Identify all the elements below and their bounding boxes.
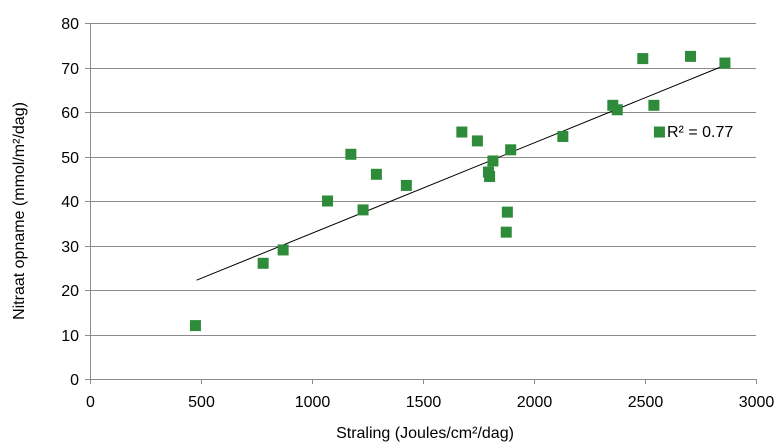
y-tick-label: 80	[61, 16, 79, 33]
data-points	[189, 50, 731, 332]
data-point	[456, 126, 468, 138]
trendline	[196, 64, 726, 281]
y-tick-label: 10	[61, 328, 79, 345]
data-point	[471, 135, 483, 147]
data-point	[505, 144, 517, 156]
data-point	[257, 257, 269, 269]
x-tick-label: 500	[188, 394, 215, 411]
x-tick-label: 0	[86, 394, 95, 411]
data-point	[370, 168, 382, 180]
r-squared-annotation: R² = 0.77	[667, 124, 733, 141]
data-point	[611, 104, 623, 116]
data-point	[277, 244, 289, 256]
x-tick-label: 1000	[295, 394, 331, 411]
data-point	[501, 206, 513, 218]
data-point	[484, 171, 496, 183]
y-tick-label: 30	[61, 239, 79, 256]
y-axis-title: Nitraat opname (mmol/m²/dag)	[11, 102, 28, 320]
y-tick-labels: 0 10 20 30 40 50 60 70 80	[61, 16, 79, 389]
y-tick-label: 0	[70, 372, 79, 389]
y-tick-label: 20	[61, 283, 79, 300]
axes	[85, 23, 757, 384]
data-point	[648, 99, 660, 111]
y-tick-label: 40	[61, 194, 79, 211]
x-tick-label: 2000	[517, 394, 553, 411]
trendline-group	[196, 64, 726, 281]
data-point	[400, 179, 412, 191]
data-point	[322, 195, 334, 207]
data-point	[189, 320, 201, 332]
x-tick-label: 1500	[406, 394, 442, 411]
y-tick-label: 70	[61, 61, 79, 78]
x-tick-label: 2500	[628, 394, 664, 411]
data-point	[487, 155, 499, 167]
data-point	[637, 53, 649, 65]
x-axis-title: Straling (Joules/cm²/dag)	[336, 425, 514, 442]
x-tick-labels: 0 500 1000 1500 2000 2500 3000	[86, 394, 774, 411]
y-tick-label: 50	[61, 150, 79, 167]
data-point	[557, 130, 569, 142]
data-point	[357, 204, 369, 216]
data-point	[500, 226, 512, 238]
data-point	[653, 126, 665, 138]
x-tick-label: 3000	[739, 394, 775, 411]
y-tick-label: 60	[61, 105, 79, 122]
data-point	[345, 148, 357, 160]
gridlines	[90, 23, 756, 336]
data-point	[685, 50, 697, 62]
data-point	[719, 57, 731, 69]
